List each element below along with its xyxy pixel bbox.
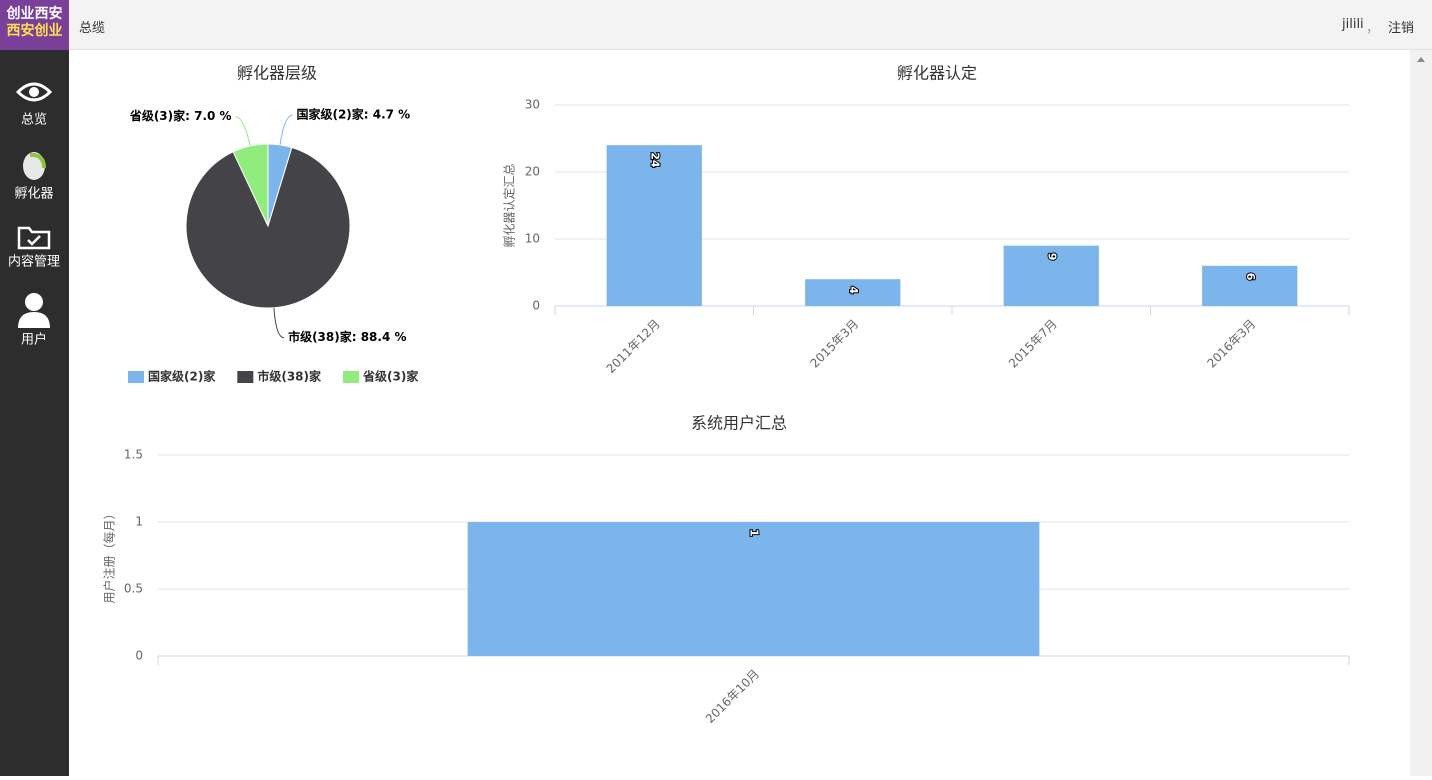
legend-entry: 国家级(2)家	[148, 369, 216, 384]
chart-title: 系统用户汇总	[691, 414, 787, 433]
logo-line: 创业西安	[6, 6, 63, 22]
y-tick-label: 30	[525, 98, 540, 112]
y-axis-title: 孵化器认定汇总	[502, 163, 517, 247]
x-tick-label: 2016年3月	[1204, 317, 1258, 371]
data-label: 国家级(2)家: 4.7 %	[296, 107, 410, 122]
bar	[1202, 265, 1298, 306]
eye-pupil	[29, 87, 39, 97]
data-label: 6	[1244, 273, 1257, 281]
nav-label: 孵化器	[14, 187, 53, 202]
nav-item[interactable]: 总览	[15, 82, 53, 128]
legend-entry: 省级(3)家	[362, 369, 419, 384]
chart-title: 孵化器认定	[897, 64, 977, 83]
egg-mark	[29, 152, 46, 169]
nav-label: 用户	[21, 332, 47, 348]
y-tick-label: 0.5	[124, 582, 143, 596]
data-label: 4	[847, 286, 860, 294]
legend-swatch	[128, 371, 144, 383]
y-tick-label: 10	[525, 232, 540, 246]
legend-entry: 市级(38)家	[257, 369, 322, 384]
sidebar-icons: 总览 孵化器 内容管理 用户	[8, 82, 60, 348]
legend-swatch	[237, 371, 254, 383]
nav-item[interactable]: 内容管理	[8, 226, 60, 270]
sidebar: 总览 孵化器 内容管理 用户	[0, 50, 69, 776]
y-tick-label: 0	[532, 299, 540, 313]
data-label: 9	[1045, 253, 1058, 261]
header: 总缆 jilili ， 注销	[0, 0, 1432, 50]
nav-label: 内容管理	[8, 254, 60, 270]
user-head	[25, 293, 43, 311]
user-body	[18, 312, 50, 328]
y-axis-title: 用户注册（每月）	[102, 507, 117, 603]
data-label: 24	[648, 152, 661, 168]
eye-icon	[15, 82, 53, 102]
separator: ，	[1366, 21, 1380, 36]
x-tick-label: 2015年7月	[1006, 317, 1060, 371]
logo[interactable]: 创业西安 西安创业	[0, 0, 69, 50]
data-label: 1	[748, 529, 761, 537]
bar	[606, 145, 702, 306]
user-name[interactable]: jilili	[1342, 17, 1364, 32]
bar	[1003, 245, 1099, 306]
bar	[805, 279, 901, 306]
connector	[235, 116, 251, 147]
check-icon	[27, 235, 41, 246]
scroll-arrow[interactable]	[1410, 50, 1432, 70]
y-tick-label: 1.5	[124, 448, 143, 462]
logout[interactable]: 注销	[1388, 21, 1415, 36]
y-tick-label: 20	[525, 165, 540, 179]
nav-item[interactable]: 孵化器	[14, 152, 54, 202]
arrow-up	[1417, 57, 1425, 62]
pie-slice	[232, 143, 269, 227]
x-tick-label: 2016年10月	[703, 667, 762, 726]
logo-line: 西安创业	[6, 23, 63, 39]
y-tick-label: 1	[135, 515, 143, 529]
data-label: 市级(38)家: 88.4 %	[288, 329, 406, 344]
x-tick-label: 2011年12月	[604, 317, 663, 376]
scrollbar[interactable]	[1410, 50, 1432, 776]
nav-item[interactable]: 用户	[18, 293, 50, 348]
bar	[467, 522, 1040, 656]
connector	[279, 114, 293, 145]
folder-icon	[17, 226, 51, 250]
x-tick-label: 2015年3月	[807, 317, 861, 371]
y-tick-label: 0	[135, 649, 143, 663]
chart-title: 孵化器层级	[237, 64, 317, 83]
breadcrumb[interactable]: 总缆	[79, 21, 106, 36]
connector	[273, 307, 285, 339]
data-label: 省级(3)家: 7.0 %	[129, 108, 232, 123]
legend-swatch	[343, 371, 359, 383]
nav-label: 总览	[21, 112, 47, 128]
pie-slice	[185, 146, 351, 309]
